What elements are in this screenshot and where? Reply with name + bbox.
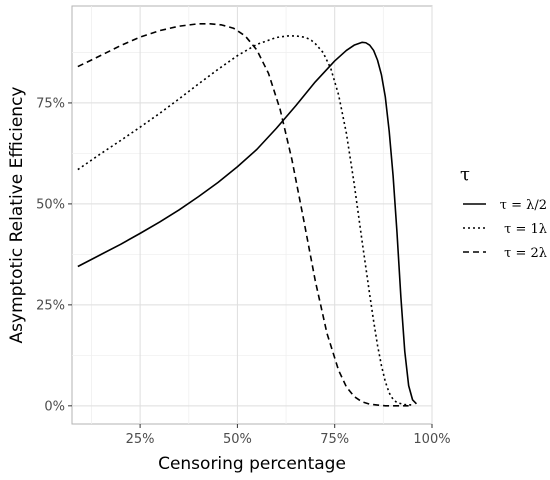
y-tick-label: 50% (36, 197, 65, 212)
legend-title: τ (460, 164, 470, 185)
x-tick-label: 100% (413, 432, 450, 447)
series-line-dashed (77, 22, 409, 407)
legend-label: τ = λ/2 (500, 198, 547, 213)
y-axis-ticks: 0% 25% 50% 75% (36, 96, 72, 414)
legend-label: τ = 1λ (504, 222, 547, 237)
y-tick-label: 0% (44, 399, 65, 414)
minor-gridlines (72, 6, 432, 424)
x-axis-title: Censoring percentage (158, 454, 346, 474)
y-axis-title: Asymptotic Relative Efficiency (7, 87, 27, 344)
series-lines (77, 22, 418, 407)
legend-label: τ = 2λ (504, 246, 547, 261)
series-line-solid (77, 41, 418, 405)
series-line-dotted (77, 35, 413, 406)
x-tick-label: 25% (126, 432, 155, 447)
legend: τ τ = λ/2 τ = 1λ τ = 2λ (460, 164, 547, 261)
legend-entries: τ = λ/2 τ = 1λ τ = 2λ (463, 198, 547, 261)
plot-panel (71, 5, 433, 425)
y-tick-label: 25% (36, 298, 65, 313)
y-tick-label: 75% (36, 96, 65, 111)
x-tick-label: 75% (320, 432, 349, 447)
x-tick-label: 50% (223, 432, 252, 447)
x-axis-ticks: 25% 50% 75% 100% (126, 424, 451, 447)
